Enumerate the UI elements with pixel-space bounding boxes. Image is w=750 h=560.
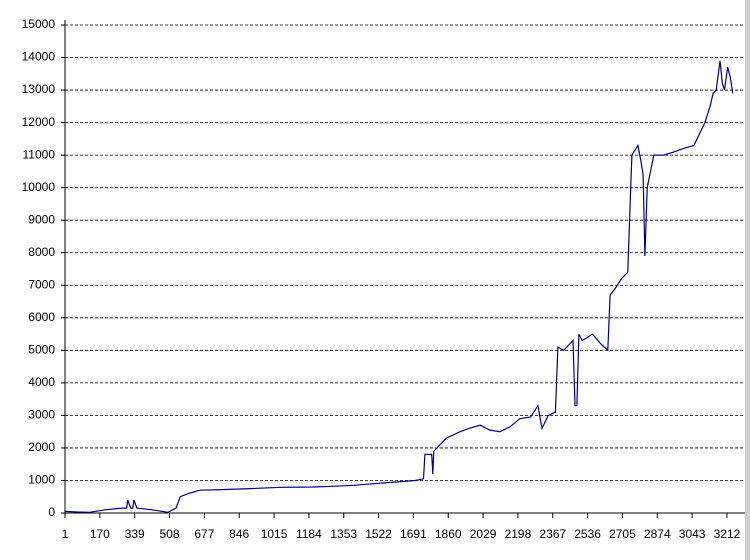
x-tick-label: 3043 [679, 527, 706, 541]
x-tick-label: 2874 [644, 527, 671, 541]
y-tick-label: 1000 [28, 473, 55, 487]
x-tick-label: 2367 [539, 527, 566, 541]
y-tick-label: 10000 [22, 180, 56, 194]
x-tick-label: 339 [125, 527, 145, 541]
x-tick-label: 508 [160, 527, 180, 541]
y-tick-label: 7000 [28, 277, 55, 291]
x-tick-label: 2198 [505, 527, 532, 541]
x-tick-label: 2536 [574, 527, 601, 541]
y-tick-label: 4000 [28, 375, 55, 389]
x-tick-label: 1184 [296, 527, 322, 541]
y-tick-label: 11000 [23, 147, 56, 161]
x-tick-label: 1353 [330, 527, 357, 541]
y-tick-label: 9000 [28, 212, 55, 226]
x-tick-label: 1860 [435, 527, 462, 541]
x-tick-label: 1522 [365, 527, 392, 541]
y-tick-label: 13000 [22, 82, 56, 96]
window-edge [745, 0, 750, 560]
y-tick-label: 8000 [28, 245, 55, 259]
x-tick-label: 2029 [470, 527, 497, 541]
y-tick-label: 15000 [22, 17, 56, 31]
y-tick-label: 5000 [28, 343, 55, 357]
y-tick-label: 2000 [28, 440, 55, 454]
x-tick-label: 1015 [261, 527, 288, 541]
y-tick-label: 0 [48, 505, 55, 519]
y-tick-label: 3000 [28, 408, 55, 422]
x-tick-label: 1691 [400, 527, 427, 541]
x-tick-label: 3212 [714, 527, 741, 541]
x-tick-label: 677 [194, 527, 214, 541]
x-tick-label: 2705 [609, 527, 636, 541]
line-series [64, 60, 734, 513]
x-tick-label: 170 [90, 527, 110, 541]
y-tick-label: 6000 [28, 310, 55, 324]
y-tick-label: 14000 [22, 50, 56, 64]
x-tick-label: 1 [62, 527, 69, 541]
x-tick-label: 846 [229, 527, 249, 541]
y-tick-label: 12000 [22, 115, 56, 129]
